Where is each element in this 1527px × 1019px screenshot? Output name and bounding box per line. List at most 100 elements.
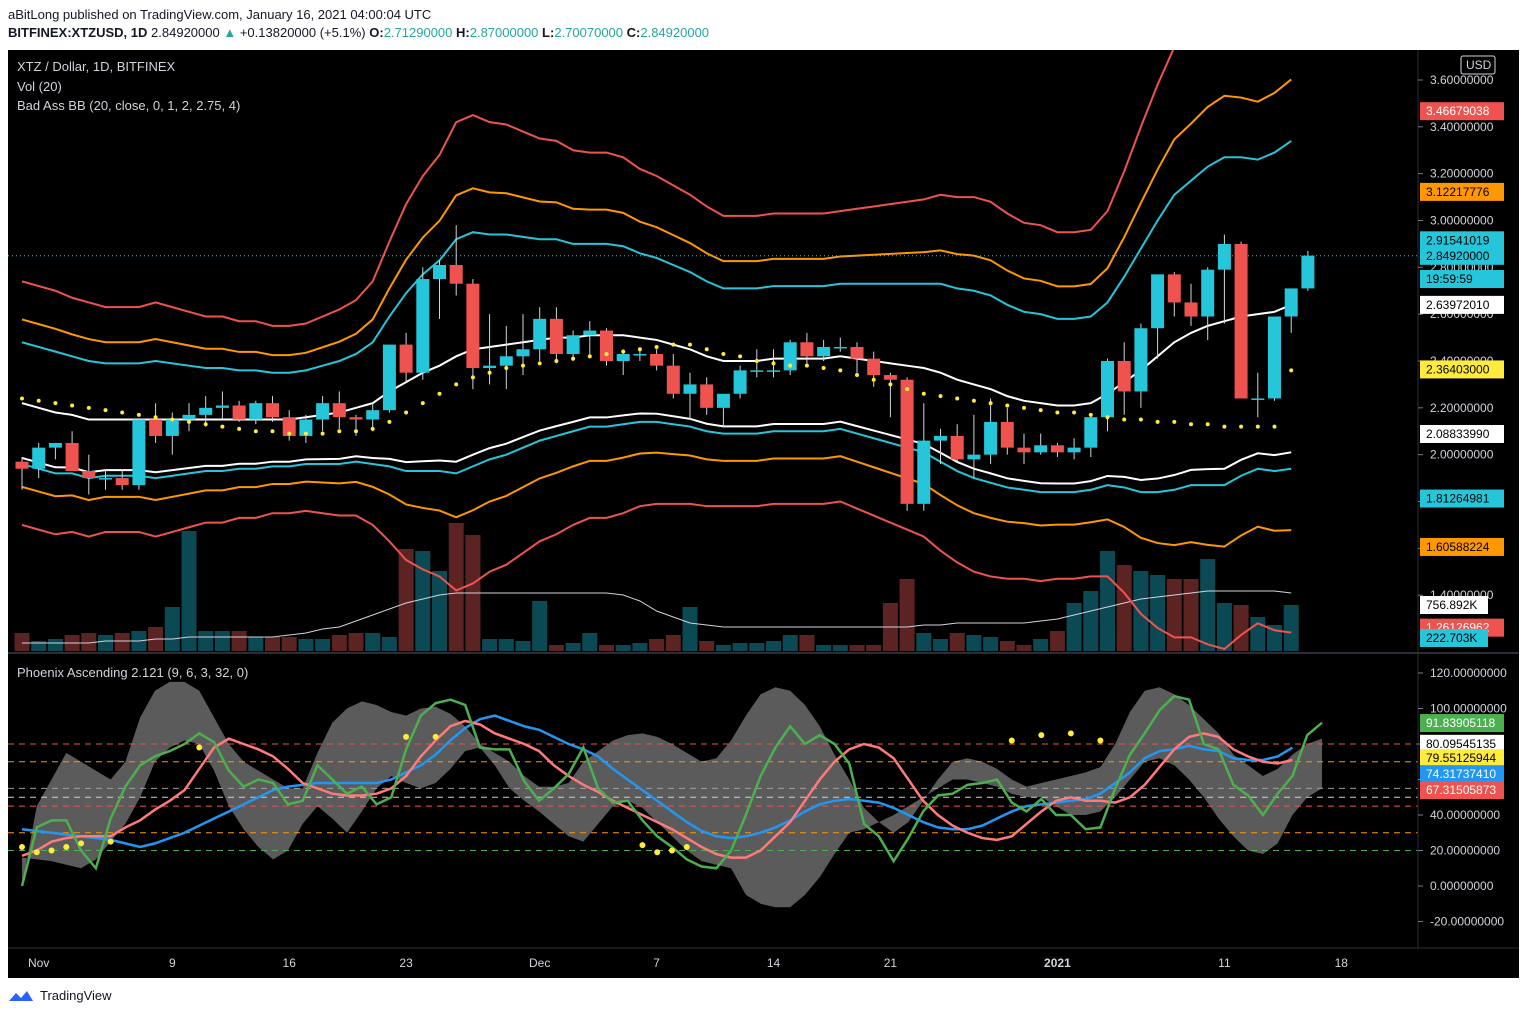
oscillator-signal-dot [107, 838, 114, 845]
psar-dot [1005, 403, 1010, 408]
symbol[interactable]: BITFINEX:XTZUSD, 1D [8, 25, 148, 40]
legend-bb[interactable]: Bad Ass BB (20, close, 0, 1, 2, 2.75, 4) [17, 98, 241, 113]
volume-sma-line [22, 590, 1292, 644]
volume-bar [281, 637, 297, 651]
candle [600, 330, 613, 361]
psar-dot [1239, 424, 1244, 429]
candle [633, 353, 647, 356]
psar-dot [604, 351, 609, 356]
psar-dot [420, 401, 425, 406]
candle [1117, 361, 1131, 392]
bb-basis-line [21, 303, 1292, 421]
candle [750, 370, 764, 372]
volume-bar [682, 607, 698, 651]
candle [149, 419, 163, 436]
volume-bar [248, 637, 264, 651]
psar-dot [704, 347, 709, 352]
candle [1234, 243, 1248, 399]
volume-bar [1233, 605, 1249, 651]
price-label [1420, 231, 1504, 250]
candle [1134, 328, 1148, 392]
open-value: 2.71290000 [383, 25, 453, 40]
psar-dot [237, 426, 242, 431]
candle [783, 342, 797, 371]
psar-dot [788, 363, 793, 368]
price-label-text: 1.81264981 [1426, 492, 1490, 506]
candle [15, 461, 29, 469]
candle [934, 435, 947, 441]
psar-dot [86, 405, 91, 410]
price-label [1420, 489, 1504, 508]
candle [833, 346, 847, 349]
time-tick-label: 14 [767, 956, 781, 970]
chart-area[interactable]: 1.400000001.600000001.800000002.00000000… [8, 0, 1519, 978]
footer[interactable]: TradingView [8, 988, 112, 1003]
price-label-text: 2.84920000 [1426, 249, 1490, 263]
oscillator-signal-dot [48, 847, 55, 854]
oscillator-value-label-text: 80.09545135 [1426, 737, 1496, 751]
candle [32, 447, 46, 469]
candle [800, 342, 814, 357]
oscillator-value-label [1420, 765, 1504, 784]
psar-dot [855, 373, 859, 378]
psar-dot [203, 422, 208, 427]
volume-bar [365, 633, 381, 651]
volume-bar [298, 639, 314, 651]
volume-bar [899, 579, 915, 651]
volume-bar [1150, 575, 1166, 651]
candle [1050, 445, 1064, 453]
volume-bar [1200, 559, 1216, 651]
legend-title[interactable]: XTZ / Dollar, 1D, BITFINEX [17, 59, 176, 74]
chart-canvas[interactable]: 1.400000001.600000001.800000002.00000000… [8, 0, 1519, 978]
legend-volume[interactable]: Vol (20) [17, 79, 62, 94]
price-tick-label: 3.00000000 [1430, 214, 1494, 228]
volume-bar [999, 641, 1015, 651]
psar-dot [303, 431, 308, 436]
candle [416, 279, 430, 373]
volume-bar [1283, 605, 1299, 651]
candle [700, 384, 714, 408]
volume-bar [665, 635, 681, 651]
oscillator-value-label-text: 74.31737410 [1426, 767, 1496, 781]
volume-bar [114, 633, 130, 651]
volume-bar [699, 641, 715, 651]
price-label-text: 2.08833990 [1426, 427, 1490, 441]
psar-dot [1022, 405, 1026, 410]
price-label [1420, 182, 1504, 201]
oscillator-green-line [20, 694, 1323, 887]
volume-bar [181, 531, 197, 651]
time-tick-label: 11 [1218, 956, 1231, 970]
legend-oscillator[interactable]: Phoenix Ascending 2.121 (9, 6, 3, 32, 0) [17, 665, 249, 680]
time-tick-label: 16 [283, 956, 297, 970]
volume-bar [47, 639, 63, 651]
oscillator-signal-dot [639, 842, 646, 849]
psar-dot [754, 359, 759, 363]
oscillator-signal-dot [1097, 737, 1104, 744]
psar-dot [688, 342, 692, 347]
candle [1201, 269, 1215, 317]
candle [349, 417, 363, 420]
time-tick-label: 9 [169, 956, 176, 970]
psar-dot [70, 403, 75, 408]
psar-dot [921, 391, 926, 396]
psar-dot [1205, 422, 1210, 427]
oscillator-tick-label: 20.00000000 [1430, 844, 1500, 858]
psar-dot [955, 396, 960, 401]
price-label-text: 19:59:59 [1426, 272, 1473, 286]
bb-band-dn [21, 500, 1292, 651]
volume-bar [548, 645, 564, 651]
candle [900, 379, 914, 504]
oscillator-signal-dot [669, 847, 675, 854]
candle [1017, 447, 1031, 453]
bb-lower-inner-line [21, 412, 1292, 485]
psar-dot [354, 429, 358, 434]
candle [182, 414, 196, 420]
psar-dot [521, 363, 525, 368]
oscillator-value-label [1420, 749, 1504, 768]
candle [767, 370, 780, 372]
psar-dot [1255, 424, 1260, 429]
psar-dot [487, 370, 492, 375]
candle [1217, 243, 1231, 270]
psar-dot [587, 354, 592, 359]
candle [683, 384, 697, 394]
